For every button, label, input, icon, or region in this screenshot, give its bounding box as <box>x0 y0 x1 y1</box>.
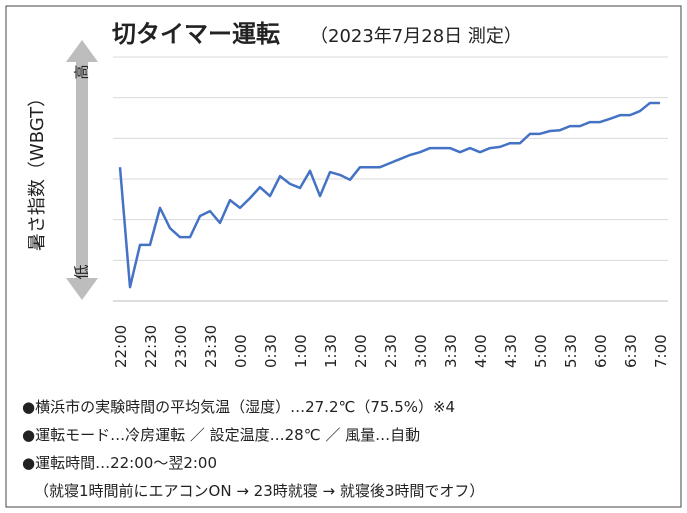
x-tick-label: 3:30 <box>442 334 460 368</box>
x-tick-label: 1:00 <box>292 334 310 368</box>
x-tick-label: 0:30 <box>262 334 280 368</box>
frame <box>5 5 682 508</box>
chart-subtitle: （2023年7月28日 測定） <box>310 26 522 47</box>
scale-arrow <box>66 40 98 300</box>
line <box>118 101 660 289</box>
y-high: 高 <box>73 64 91 79</box>
x-tick-label: 22:30 <box>142 325 160 368</box>
x-tick-label: 6:30 <box>622 334 640 368</box>
note: ●運転時間…22:00～翌2:00 <box>22 454 217 472</box>
note: （就寝1時間前にエアコンON → 23時就寝 → 就寝後3時間でオフ） <box>34 482 484 500</box>
x-tick-label: 2:30 <box>382 334 400 368</box>
x-tick-label: 2:00 <box>352 334 370 368</box>
y-axis-label: 暑さ指数（WBGT） <box>27 89 48 251</box>
x-tick-label: 0:00 <box>232 334 250 368</box>
x-tick-label: 4:00 <box>472 334 490 368</box>
y-low: 低 <box>73 264 91 279</box>
x-tick-label: 7:00 <box>652 334 670 368</box>
x-tick-label: 23:30 <box>202 325 220 368</box>
note: ●運転モード…冷房運転 ／ 設定温度…28℃ ／ 風量…自動 <box>22 426 420 444</box>
x-tick-label: 1:30 <box>322 334 340 368</box>
x-tick-label: 22:00 <box>112 325 130 368</box>
x-tick-label: 23:00 <box>172 325 190 368</box>
note: ●横浜市の実験時間の平均気温（湿度）…27.2℃（75.5%）※4 <box>22 398 455 416</box>
x-tick-label: 3:00 <box>412 334 430 368</box>
x-tick-label: 5:00 <box>532 334 550 368</box>
x-tick-label: 5:30 <box>562 334 580 368</box>
x-tick-label: 4:30 <box>502 334 520 368</box>
x-tick-label: 6:00 <box>592 334 610 368</box>
chart-title: 切タイマー運転 <box>112 20 280 48</box>
